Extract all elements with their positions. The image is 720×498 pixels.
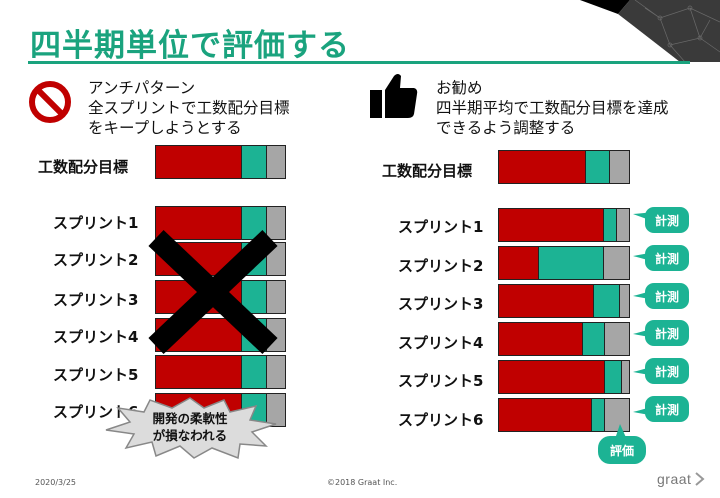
anti-pattern-text: アンチパターン 全スプリントで工数配分目標 をキープしようとする — [88, 78, 290, 138]
improvement-segment — [592, 285, 619, 317]
left-sprint-label-2: スプリント2 — [53, 251, 139, 269]
improvement-segment — [604, 361, 622, 393]
chevron-right-icon — [695, 472, 705, 486]
anti-pattern-line-1: 全スプリントで工数配分目標 — [88, 99, 290, 117]
left-sprint-label-3: スプリント3 — [53, 291, 139, 309]
other-segment — [265, 281, 285, 313]
improvement-segment — [241, 146, 266, 178]
evaluate-bubble: 評価 — [598, 436, 646, 464]
right-sprint-label-6: スプリント6 — [398, 411, 484, 429]
right-sprint-bar-3 — [498, 284, 630, 318]
right-target-label: 工数配分目標 — [382, 162, 473, 180]
left-sprint-label-5: スプリント5 — [53, 366, 139, 384]
left-sprint-bar-1 — [155, 206, 286, 240]
other-segment — [604, 399, 629, 431]
dev-segment — [499, 151, 585, 183]
improvement-segment — [591, 399, 605, 431]
measure-bubble-3: 計測 — [645, 283, 689, 309]
left-sprint-bar-5 — [155, 355, 286, 389]
other-segment — [609, 151, 629, 183]
right-sprint-bar-4 — [498, 322, 630, 356]
other-segment — [603, 247, 629, 279]
footer-copyright: ©2018 Graat Inc. — [327, 478, 398, 487]
page-title: 四半期単位で評価する — [30, 28, 350, 64]
improvement-segment — [582, 323, 605, 355]
anti-pattern-heading: アンチパターン — [88, 79, 196, 97]
other-segment — [265, 146, 285, 178]
burst-line-1: 開発の柔軟性 — [152, 411, 228, 426]
dev-segment — [499, 361, 605, 393]
corner-decoration — [580, 0, 720, 62]
recommended-heading: お勧め — [436, 79, 483, 97]
dev-segment — [499, 285, 593, 317]
measure-bubble-5: 計測 — [645, 358, 689, 384]
graat-logo: graat — [657, 471, 706, 487]
dev-segment — [499, 399, 592, 431]
right-sprint-bar-1 — [498, 208, 630, 242]
burst-callout-shape — [105, 397, 277, 460]
other-segment — [265, 356, 285, 388]
recommended-line-1: 四半期平均で工数配分目標を達成 — [436, 99, 669, 117]
measure-bubble-4: 計測 — [645, 320, 689, 346]
right-sprint-label-4: スプリント4 — [398, 334, 484, 352]
improvement-segment — [241, 281, 266, 313]
dev-segment — [156, 356, 242, 388]
improvement-segment — [603, 209, 616, 241]
measure-bubble-2: 計測 — [645, 245, 689, 271]
dev-segment — [499, 323, 583, 355]
improvement-segment — [584, 151, 610, 183]
other-segment — [618, 285, 629, 317]
footer-date: 2020/3/25 — [35, 478, 77, 487]
right-sprint-label-3: スプリント3 — [398, 295, 484, 313]
no-entry-icon — [29, 81, 71, 123]
burst-line-2: が損なわれる — [152, 428, 228, 443]
right-sprint-label-2: スプリント2 — [398, 257, 484, 275]
other-segment — [616, 209, 629, 241]
recommended-line-2: できるよう調整する — [436, 119, 576, 137]
measure-bubble-1: 計測 — [645, 207, 689, 233]
anti-pattern-line-2: をキープしようとする — [88, 119, 242, 137]
other-segment — [604, 323, 629, 355]
left-target-label: 工数配分目標 — [38, 158, 129, 176]
other-segment — [621, 361, 629, 393]
left-target-bar — [155, 145, 286, 179]
right-sprint-label-5: スプリント5 — [398, 372, 484, 390]
right-target-bar — [498, 150, 630, 184]
dev-segment — [499, 247, 538, 279]
cross-mark-icon — [148, 230, 278, 354]
left-sprint-label-4: スプリント4 — [53, 328, 139, 346]
other-segment — [265, 207, 285, 239]
dev-segment — [156, 146, 242, 178]
right-sprint-bar-6 — [498, 398, 630, 432]
right-sprint-bar-5 — [498, 360, 630, 394]
dev-segment — [499, 209, 603, 241]
other-segment — [265, 394, 285, 426]
measure-bubble-6: 計測 — [645, 396, 689, 422]
right-sprint-bar-2 — [498, 246, 630, 280]
improvement-segment — [241, 356, 266, 388]
graat-logo-text: graat — [657, 471, 692, 487]
left-sprint-label-1: スプリント1 — [53, 214, 139, 232]
recommended-text: お勧め 四半期平均で工数配分目標を達成 できるよう調整する — [436, 78, 669, 138]
right-sprint-label-1: スプリント1 — [398, 218, 484, 236]
bubble-tails — [633, 212, 655, 416]
improvement-segment — [538, 247, 603, 279]
thumbs-up-icon — [370, 74, 418, 118]
dev-segment — [156, 207, 242, 239]
title-underline — [28, 61, 690, 64]
burst-text: 開発の柔軟性 が損なわれる — [138, 410, 242, 444]
